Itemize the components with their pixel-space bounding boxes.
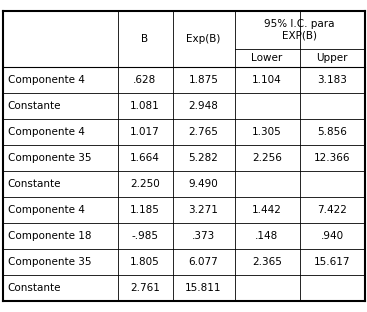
Text: Componente 4: Componente 4 [7,127,84,137]
Text: 15.811: 15.811 [185,283,222,293]
Text: 2.761: 2.761 [130,283,160,293]
Text: 3.271: 3.271 [189,205,218,215]
Text: 5.282: 5.282 [189,153,218,163]
Text: 1.805: 1.805 [130,257,160,267]
Text: Componente 4: Componente 4 [7,205,84,215]
Text: 6.077: 6.077 [189,257,218,267]
Text: .940: .940 [320,231,344,241]
Text: Componente 4: Componente 4 [7,75,84,85]
Text: 1.017: 1.017 [130,127,160,137]
Text: Lower: Lower [251,53,283,63]
Text: 5.856: 5.856 [317,127,347,137]
Text: Componente 18: Componente 18 [7,231,91,241]
Text: Constante: Constante [7,101,61,111]
Text: Constante: Constante [7,179,61,189]
Text: 15.617: 15.617 [314,257,350,267]
Text: Exp(B): Exp(B) [186,34,221,44]
Text: 2.765: 2.765 [189,127,218,137]
Text: -.985: -.985 [131,231,159,241]
Text: 1.664: 1.664 [130,153,160,163]
Text: .373: .373 [192,231,215,241]
Text: 2.948: 2.948 [189,101,218,111]
Text: 2.250: 2.250 [130,179,160,189]
Text: 9.490: 9.490 [189,179,218,189]
Text: Componente 35: Componente 35 [7,257,91,267]
Text: 95% I.C. para
EXP(B): 95% I.C. para EXP(B) [264,19,335,41]
Text: B: B [141,34,149,44]
Text: 3.183: 3.183 [317,75,347,85]
Text: 1.305: 1.305 [252,127,282,137]
Text: Constante: Constante [7,283,61,293]
Text: 1.104: 1.104 [252,75,282,85]
Text: Upper: Upper [316,53,348,63]
Text: 2.365: 2.365 [252,257,282,267]
Text: .148: .148 [255,231,279,241]
Text: Componente 35: Componente 35 [7,153,91,163]
Text: .628: .628 [133,75,157,85]
Text: 7.422: 7.422 [317,205,347,215]
Text: 2.256: 2.256 [252,153,282,163]
Text: 1.875: 1.875 [189,75,218,85]
Text: 1.442: 1.442 [252,205,282,215]
Text: 1.081: 1.081 [130,101,160,111]
Text: 12.366: 12.366 [314,153,350,163]
Text: 1.185: 1.185 [130,205,160,215]
